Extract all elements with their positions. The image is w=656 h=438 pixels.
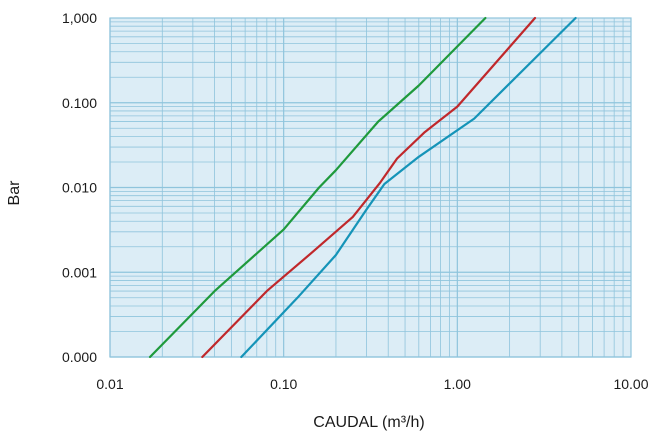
y-tick-labels: 0.000 0.001 0.010 0.100 1,000 xyxy=(62,10,97,365)
y-tick-label: 0.010 xyxy=(62,180,97,196)
x-tick-label: 0.10 xyxy=(270,376,297,392)
plot-frame xyxy=(109,17,632,358)
y-tick-label: 1,000 xyxy=(62,10,97,26)
series-group xyxy=(148,16,577,359)
y-axis-title: Bar xyxy=(6,180,23,206)
series-line-3 xyxy=(240,16,577,359)
grid-lines xyxy=(109,17,632,358)
series-line-2 xyxy=(201,16,537,359)
x-tick-label: 1.00 xyxy=(444,376,471,392)
y-tick-label: 0.100 xyxy=(62,95,97,111)
y-tick-label: 0.000 xyxy=(62,349,97,365)
y-tick-label: 0.001 xyxy=(62,264,97,280)
x-tick-label: 10.00 xyxy=(613,376,648,392)
x-axis-title: CAUDAL (m³/h) xyxy=(313,414,424,431)
x-tick-label: 0.01 xyxy=(96,376,123,392)
series-line-1 xyxy=(148,16,487,359)
x-tick-labels: 0.01 0.10 1.00 10.00 xyxy=(96,376,648,392)
